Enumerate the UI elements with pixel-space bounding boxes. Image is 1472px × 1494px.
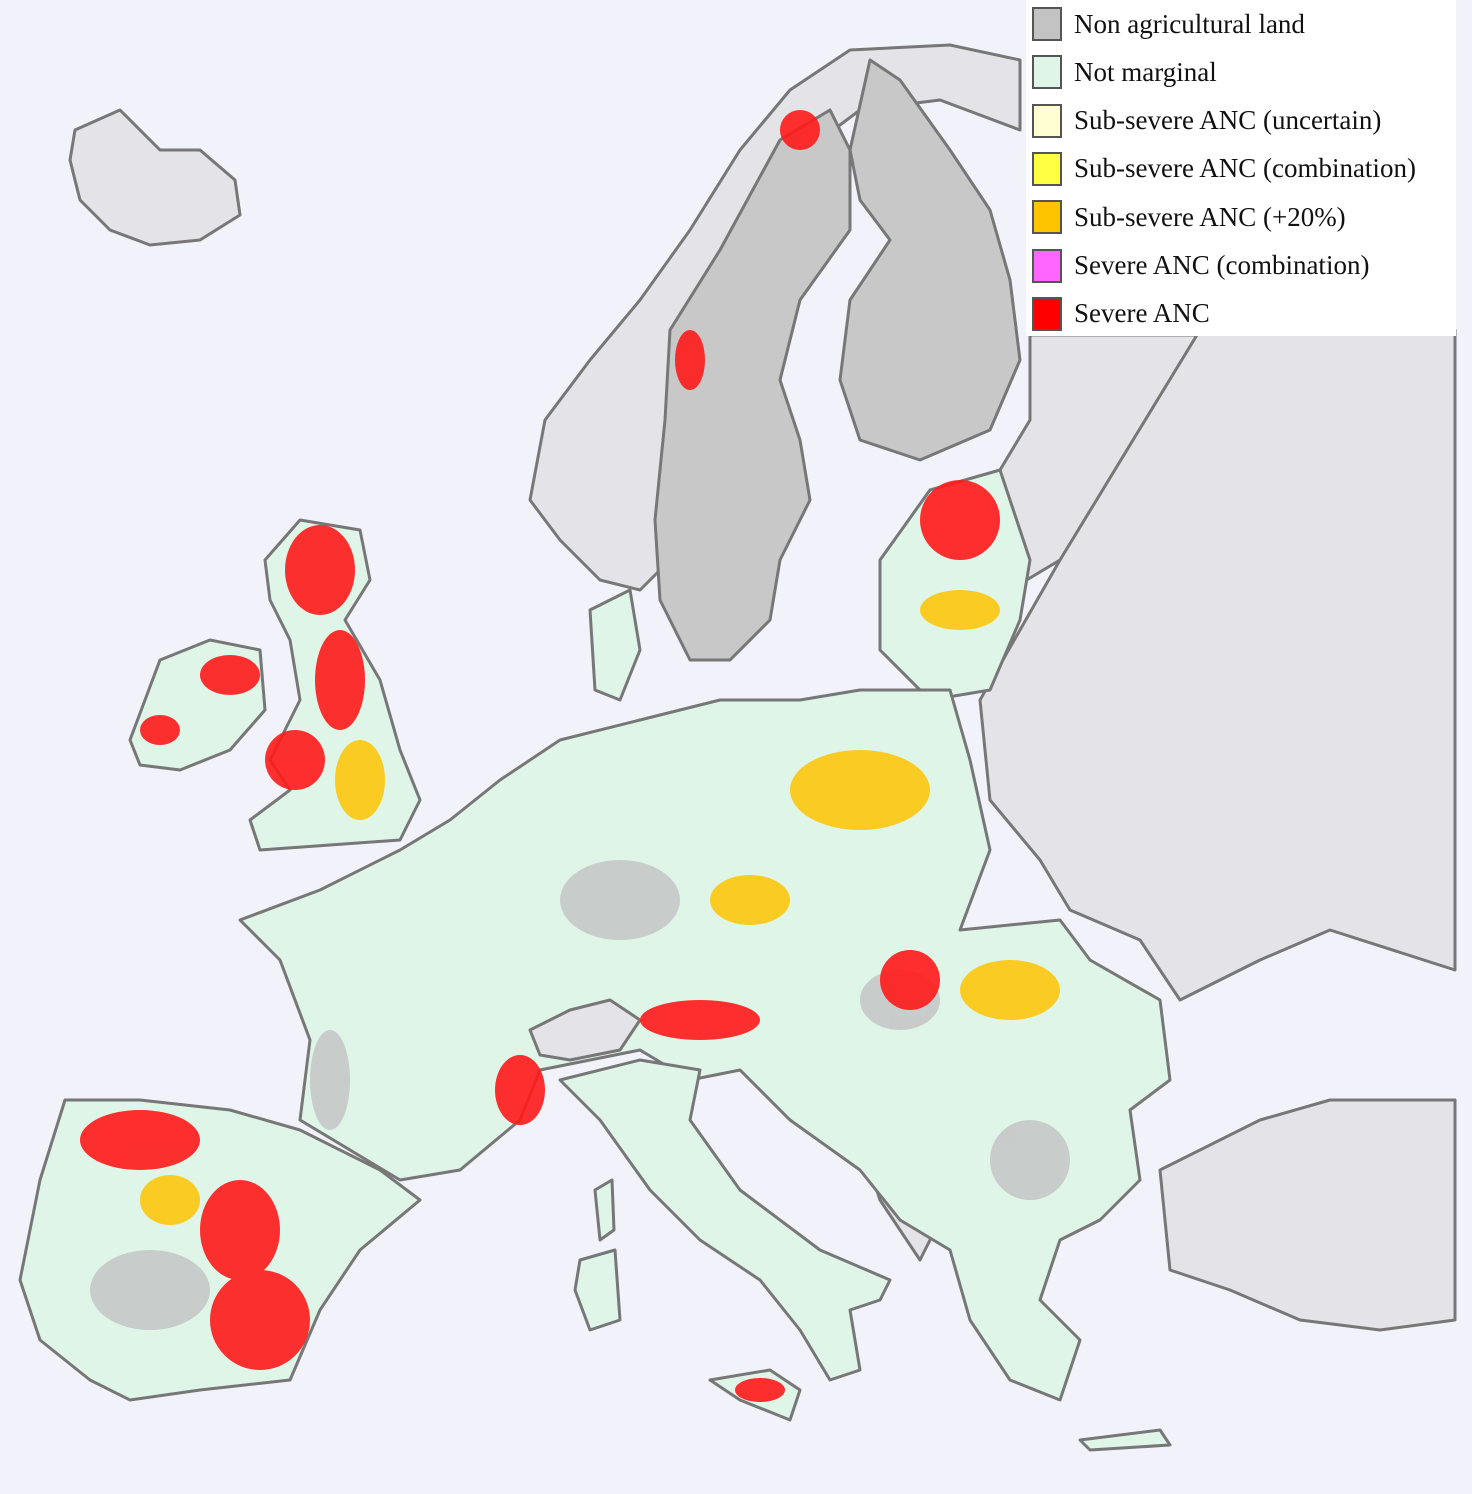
sub-severe-patch xyxy=(960,960,1060,1020)
legend-label: Severe ANC (combination) xyxy=(1074,250,1370,280)
severe-patch xyxy=(780,110,820,150)
corsica xyxy=(593,1178,616,1242)
sub-severe-patch xyxy=(710,875,790,925)
legend-label: Severe ANC xyxy=(1074,298,1210,329)
legend-item: Not marginal xyxy=(1032,52,1217,92)
legend-label: Non agricultural land xyxy=(1074,8,1305,39)
sardinia xyxy=(573,1248,622,1332)
non-eu-land xyxy=(978,328,1457,1002)
legend-item: Severe ANC (combination) xyxy=(1032,246,1369,286)
legend-label: Sub-severe ANC (combination) xyxy=(1074,153,1416,184)
non-agri-patch xyxy=(560,860,680,940)
severe-patch xyxy=(880,950,940,1010)
finland xyxy=(838,58,1022,462)
severe-patch xyxy=(210,1270,310,1370)
sub-severe-patch xyxy=(790,750,930,830)
severe-patch xyxy=(315,630,365,730)
non-agri-patch xyxy=(990,1120,1070,1200)
severe-patch xyxy=(140,715,180,745)
non-eu-land xyxy=(1158,1098,1457,1332)
sub-severe-patch xyxy=(920,590,1000,630)
legend-swatch xyxy=(1032,55,1062,90)
sweden xyxy=(653,108,852,662)
non-agri-patch xyxy=(310,1030,350,1130)
italy xyxy=(558,1058,892,1382)
severe-patch xyxy=(640,1000,760,1040)
legend-item: Sub-severe ANC (combination) xyxy=(1032,149,1416,189)
sub-severe-patch xyxy=(140,1175,200,1225)
severe-patch xyxy=(285,525,355,615)
legend-swatch xyxy=(1032,200,1062,235)
severe-patch xyxy=(200,655,260,695)
legend: Non agricultural land Not marginal Sub-sev… xyxy=(1026,0,1456,336)
legend-label: Sub-severe ANC (+20%) xyxy=(1074,201,1346,232)
legend-swatch xyxy=(1032,7,1062,41)
severe-patch xyxy=(675,330,705,390)
severe-patch xyxy=(265,730,325,790)
severe-patch xyxy=(80,1110,200,1170)
legend-item: Severe ANC xyxy=(1032,294,1210,334)
legend-item: Sub-severe ANC (+20%) xyxy=(1032,197,1346,237)
legend-swatch xyxy=(1032,151,1062,186)
crete xyxy=(1078,1428,1172,1452)
legend-item: Non agricultural land xyxy=(1032,4,1305,44)
legend-swatch xyxy=(1032,103,1062,138)
legend-item: Sub-severe ANC (uncertain) xyxy=(1032,101,1381,141)
legend-label: Not marginal xyxy=(1074,56,1217,87)
legend-swatch xyxy=(1032,296,1062,331)
switzerland xyxy=(528,998,642,1062)
severe-patch xyxy=(200,1180,280,1280)
legend-swatch xyxy=(1032,248,1062,283)
non-agri-patch xyxy=(90,1250,210,1330)
sub-severe-patch xyxy=(335,740,385,820)
severe-patch xyxy=(920,480,1000,560)
severe-patch xyxy=(735,1378,785,1402)
severe-patch xyxy=(495,1055,545,1125)
denmark xyxy=(588,588,642,702)
legend-label: Sub-severe ANC (uncertain) xyxy=(1074,105,1382,136)
iceland xyxy=(68,108,242,247)
